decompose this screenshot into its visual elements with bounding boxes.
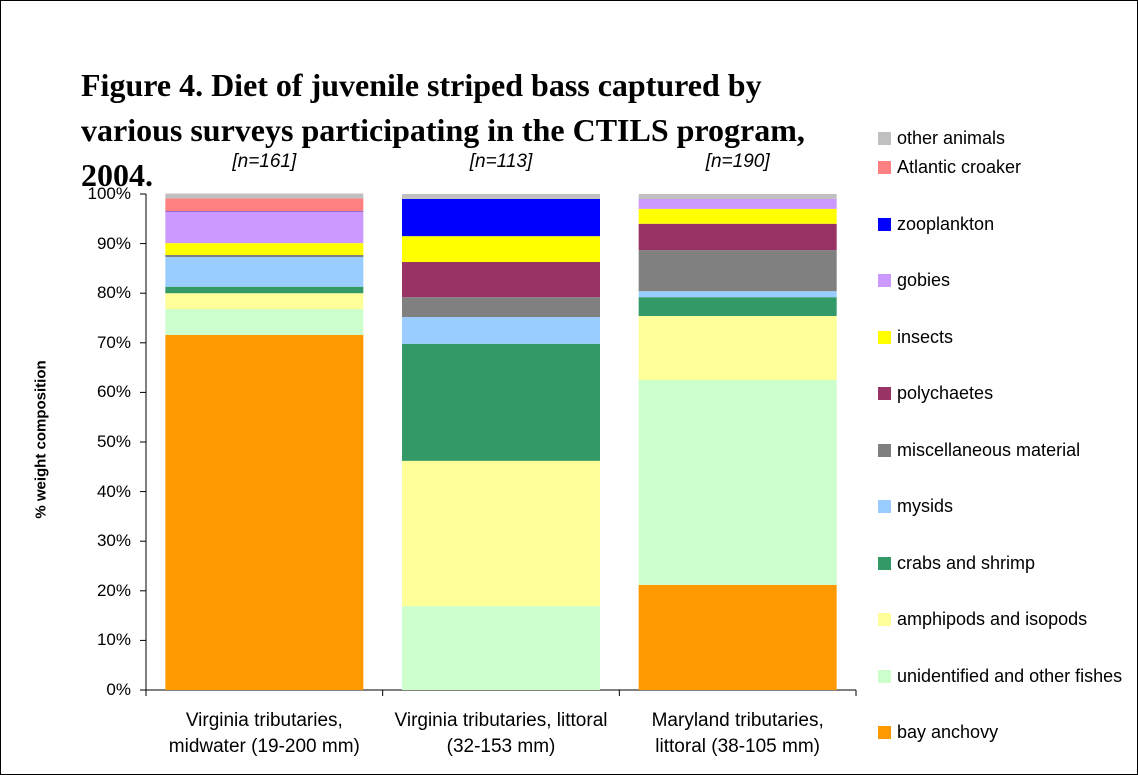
legend-label: other animals bbox=[897, 128, 1006, 148]
bar-segment bbox=[402, 317, 600, 344]
bar-segment bbox=[165, 286, 364, 294]
bar-segment bbox=[165, 211, 364, 244]
x-tick-label: Maryland tributaries, littoral (38-105 m… bbox=[651, 710, 824, 757]
y-tick-label: 50% bbox=[96, 432, 131, 451]
bar-segment bbox=[638, 250, 837, 292]
y-tick-label: 0% bbox=[106, 680, 131, 699]
legend-label: crabs and shrimp bbox=[897, 552, 1036, 573]
legend-label: unidentified and other fishes bbox=[897, 665, 1123, 686]
legend-swatch bbox=[878, 613, 891, 626]
bar-segment bbox=[402, 606, 600, 690]
legend-label: Atlantic croaker bbox=[897, 157, 1022, 177]
bar-segment bbox=[165, 193, 364, 199]
bar-segment bbox=[638, 194, 837, 199]
bar-segment bbox=[638, 297, 837, 317]
legend-swatch bbox=[878, 500, 891, 513]
y-tick-label: 40% bbox=[96, 481, 131, 501]
bar-segment bbox=[165, 198, 364, 212]
legend-label: gobies bbox=[897, 270, 951, 290]
legend-label: amphipods and isopods bbox=[897, 609, 1088, 629]
bar-segment bbox=[165, 334, 364, 690]
y-tick-label: 20% bbox=[96, 580, 131, 600]
chart-title: Figure 4. Diet of juvenile striped bass … bbox=[81, 67, 805, 193]
legend-swatch bbox=[878, 274, 891, 287]
bar-segment bbox=[638, 316, 837, 380]
x-tick-label: Virginia tributaries, midwater (19-200 m… bbox=[168, 710, 360, 757]
legend-swatch bbox=[878, 387, 891, 400]
bar-segment bbox=[402, 236, 600, 262]
legend-swatch bbox=[878, 217, 891, 231]
y-tick-label: 80% bbox=[96, 283, 131, 303]
legend-swatch bbox=[878, 330, 891, 344]
bar-segment bbox=[402, 343, 600, 461]
legend-swatch bbox=[878, 443, 891, 457]
bar-segment bbox=[638, 584, 837, 690]
bar-segment bbox=[638, 198, 837, 209]
y-tick-label: 30% bbox=[96, 531, 131, 551]
bar-segment bbox=[402, 460, 600, 607]
legend-swatch bbox=[878, 556, 891, 570]
y-tick-label: 100% bbox=[87, 184, 131, 203]
bar-segment bbox=[402, 198, 600, 237]
legend-label: insects bbox=[897, 326, 954, 347]
annotation: [n=190] bbox=[705, 151, 770, 172]
legend-swatch bbox=[878, 726, 891, 739]
legend-label: zooplankton bbox=[897, 213, 995, 234]
legend-label: miscellaneous material bbox=[897, 439, 1081, 460]
bar-segment bbox=[638, 380, 837, 585]
bar-segment bbox=[402, 297, 600, 318]
bar-segment bbox=[165, 309, 364, 335]
annotation: [n=161] bbox=[232, 151, 297, 172]
bar-segment bbox=[165, 293, 364, 310]
y-tick-label: 10% bbox=[96, 630, 131, 650]
x-tick-label: Virginia tributaries, littoral (32-153 m… bbox=[394, 710, 608, 757]
y-tick-label: 90% bbox=[96, 233, 131, 253]
legend-label: bay anchovy bbox=[897, 722, 999, 742]
y-tick-label: 70% bbox=[96, 332, 131, 352]
bar-segment bbox=[165, 255, 364, 257]
legend-swatch bbox=[878, 132, 891, 145]
bar-segment bbox=[165, 243, 364, 256]
bar-segment bbox=[402, 261, 600, 298]
legend-label: mysids bbox=[897, 496, 954, 516]
bar-segment bbox=[165, 256, 364, 287]
legend-swatch bbox=[878, 669, 891, 683]
y-tick-label: 60% bbox=[96, 382, 131, 402]
bar-segment bbox=[402, 194, 600, 199]
bar-segment bbox=[638, 223, 837, 251]
legend-label: polychaetes bbox=[897, 383, 994, 403]
bar-segment bbox=[638, 291, 837, 298]
legend-swatch bbox=[878, 161, 891, 174]
bar-segment bbox=[638, 208, 837, 224]
annotation: [n=113] bbox=[469, 151, 533, 172]
